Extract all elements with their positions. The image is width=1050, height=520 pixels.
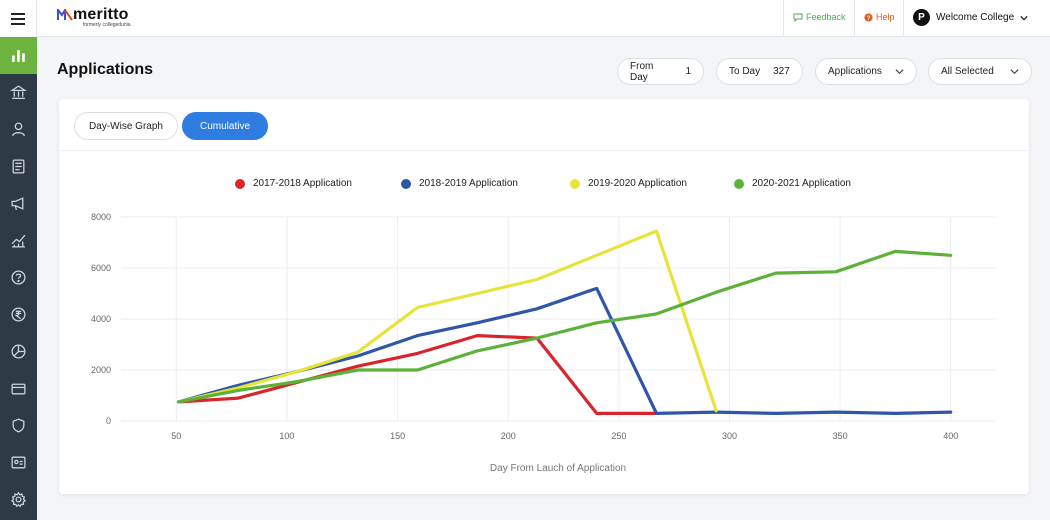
tab-daywise-graph[interactable]: Day-Wise Graph: [74, 112, 178, 140]
sidebar-item-payments[interactable]: [0, 296, 37, 333]
sidebar-item-reports[interactable]: [0, 333, 37, 370]
megaphone-icon: [11, 197, 24, 211]
shield-icon: [12, 418, 25, 433]
x-tick-label: 400: [943, 431, 958, 441]
from-day-input[interactable]: From Day 1: [617, 58, 704, 85]
legend-label: 2020-2021 Application: [752, 178, 851, 189]
x-tick-label: 150: [390, 431, 405, 441]
legend-item[interactable]: 2017-2018 Application: [235, 178, 352, 189]
top-bar: meritto formerly collegedunia Feedback ?…: [37, 0, 1050, 37]
sidebar-item-institution[interactable]: [0, 74, 37, 111]
sidebar-item-documents[interactable]: [0, 148, 37, 185]
chevron-down-icon: [895, 69, 904, 75]
legend-label: 2019-2020 Application: [588, 178, 687, 189]
sidebar-item-security[interactable]: [0, 407, 37, 444]
from-day-value: 1: [685, 66, 691, 77]
legend-item[interactable]: 2020-2021 Application: [734, 178, 851, 189]
card-header: Day-Wise Graph Cumulative: [59, 99, 1029, 151]
hamburger-menu-button[interactable]: [0, 0, 37, 37]
x-tick-label: 250: [611, 431, 626, 441]
feedback-label: Feedback: [806, 12, 846, 22]
logo-subtitle: formerly collegedunia: [83, 22, 131, 28]
applications-line-chart: 0 2000 4000 6000 8000 50 100 150 200 250 300 350 400…: [91, 212, 995, 474]
sidebar: [0, 0, 37, 520]
card-icon: [11, 383, 26, 395]
series-line-3: [176, 229, 718, 413]
series-line-1: [176, 334, 659, 415]
page-title: Applications: [57, 61, 154, 78]
college-name: Welcome College: [936, 12, 1015, 23]
y-tick-label: 4000: [91, 314, 111, 324]
feedback-link[interactable]: Feedback: [793, 12, 846, 22]
meritto-logo[interactable]: meritto formerly collegedunia: [57, 6, 131, 28]
x-tick-label: 350: [833, 431, 848, 441]
x-tick-label: 50: [171, 431, 181, 441]
svg-text:?: ?: [867, 15, 871, 22]
selection-select-value: All Selected: [941, 66, 994, 77]
legend-dot: [734, 178, 744, 189]
analytics-icon: [11, 234, 26, 248]
x-tick-label: 300: [722, 431, 737, 441]
divider: [854, 0, 855, 37]
y-tick-label: 0: [106, 416, 111, 426]
series-line-2: [176, 286, 953, 415]
chat-icon: [793, 13, 803, 22]
divider: [783, 0, 784, 37]
college-switcher[interactable]: P Welcome College: [913, 9, 1028, 26]
divider: [903, 0, 904, 37]
to-day-value: 327: [773, 66, 790, 77]
sidebar-item-analytics[interactable]: [0, 222, 37, 259]
x-axis-label: Day From Lauch of Application: [490, 463, 626, 474]
logo-mark-icon: [57, 9, 73, 21]
sidebar-item-profile[interactable]: [0, 444, 37, 481]
sidebar-item-users[interactable]: [0, 111, 37, 148]
logo-name: meritto: [73, 6, 129, 23]
settings-icon: [10, 491, 27, 508]
id-card-icon: [11, 456, 26, 469]
y-tick-label: 8000: [91, 212, 111, 222]
question-icon: [11, 270, 26, 285]
sidebar-item-settings[interactable]: [0, 481, 37, 518]
legend-dot: [235, 178, 245, 189]
y-tick-label: 6000: [91, 263, 111, 273]
document-icon: [12, 159, 25, 174]
institution-icon: [10, 85, 27, 99]
metric-select[interactable]: Applications: [815, 58, 917, 85]
hamburger-icon: [11, 12, 25, 25]
to-day-label: To Day: [729, 66, 761, 77]
legend-label: 2017-2018 Application: [253, 178, 352, 189]
sidebar-item-billing[interactable]: [0, 370, 37, 407]
user-icon: [12, 122, 25, 137]
pie-chart-icon: [11, 344, 26, 359]
series-line-4: [176, 249, 953, 404]
help-label: Help: [876, 12, 895, 22]
sidebar-item-help[interactable]: [0, 259, 37, 296]
metric-select-value: Applications: [828, 66, 882, 77]
legend-label: 2018-2019 Application: [419, 178, 518, 189]
legend-item[interactable]: 2018-2019 Application: [401, 178, 518, 189]
to-day-input[interactable]: To Day 327: [716, 58, 803, 85]
avatar: P: [913, 9, 930, 26]
from-day-label: From Day: [630, 60, 654, 83]
bar-chart-icon: [12, 50, 25, 62]
selection-select[interactable]: All Selected: [928, 58, 1032, 85]
help-circle-icon: ?: [864, 12, 873, 22]
x-tick-label: 100: [279, 431, 294, 441]
tab-cumulative[interactable]: Cumulative: [182, 112, 268, 140]
sidebar-item-campaigns[interactable]: [0, 185, 37, 222]
help-link[interactable]: ? Help: [864, 12, 895, 22]
legend-dot: [401, 178, 411, 189]
chart-card: Day-Wise Graph Cumulative 2017-2018 Appl…: [59, 99, 1029, 494]
legend-item[interactable]: 2019-2020 Application: [570, 178, 687, 189]
chevron-down-icon: [1020, 15, 1028, 20]
chevron-down-icon: [1010, 69, 1019, 75]
x-tick-label: 200: [501, 431, 516, 441]
rupee-icon: [11, 307, 26, 322]
y-tick-label: 2000: [91, 365, 111, 375]
legend-dot: [570, 178, 580, 189]
sidebar-item-dashboard[interactable]: [0, 37, 37, 74]
